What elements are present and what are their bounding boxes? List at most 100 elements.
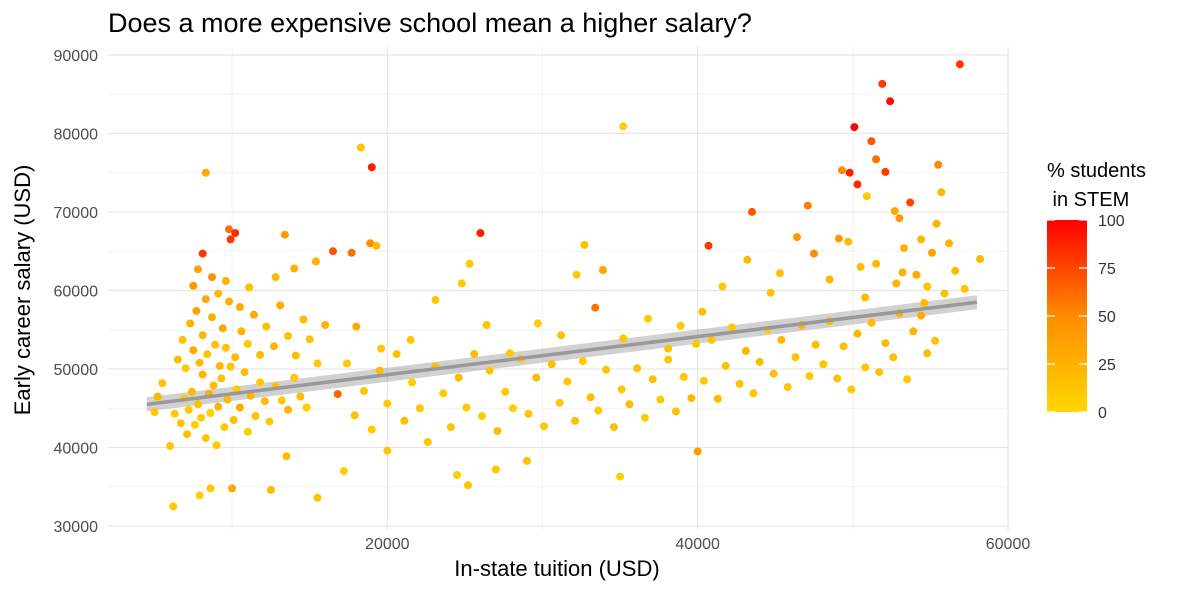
data-point (664, 355, 673, 364)
data-point (226, 362, 235, 371)
data-point (845, 168, 854, 177)
data-point (173, 355, 182, 364)
y-tick-label: 70000 (54, 205, 99, 222)
data-point (343, 359, 351, 368)
data-point (237, 327, 246, 336)
data-point (532, 373, 541, 382)
data-point (302, 403, 311, 412)
data-point (640, 413, 649, 422)
data-point (192, 306, 201, 315)
data-point (931, 336, 940, 345)
data-point (181, 364, 190, 373)
data-point (485, 366, 494, 375)
data-point (580, 240, 589, 249)
data-point (928, 248, 936, 257)
data-point (235, 303, 244, 311)
data-point (446, 423, 455, 432)
data-point (265, 417, 274, 426)
data-point (555, 398, 564, 407)
data-point (900, 244, 908, 253)
data-point (189, 281, 198, 290)
data-point (493, 427, 502, 435)
data-point (217, 374, 226, 383)
data-point (170, 409, 179, 418)
data-point (853, 180, 862, 189)
data-point (383, 446, 392, 455)
data-point (333, 390, 342, 399)
data-point (890, 207, 899, 216)
data-point (704, 241, 713, 250)
data-point (339, 467, 348, 476)
color-legend: % students in STEM 100 75 50 25 0 (1047, 160, 1146, 422)
data-point (501, 387, 510, 396)
data-point (976, 255, 985, 263)
data-point (225, 297, 233, 306)
data-point (313, 359, 322, 368)
data-point (839, 342, 848, 351)
data-point (895, 214, 904, 223)
data-point (218, 324, 227, 333)
data-point (208, 273, 216, 282)
data-point (214, 402, 223, 411)
data-point (249, 310, 258, 319)
data-point (889, 353, 898, 362)
data-point (727, 323, 736, 332)
data-point (206, 409, 215, 417)
data-point (609, 423, 618, 432)
data-point (743, 255, 752, 264)
data-point (225, 225, 233, 234)
data-point (262, 322, 271, 331)
data-point (875, 368, 884, 377)
data-point (256, 378, 265, 387)
data-point (406, 335, 415, 344)
data-point (184, 405, 193, 414)
data-point (671, 407, 680, 416)
data-point (235, 403, 244, 412)
data-point (619, 122, 628, 131)
data-point (718, 282, 727, 291)
data-point (917, 235, 926, 244)
data-point (923, 349, 932, 358)
data-point (356, 143, 365, 152)
data-point (476, 229, 485, 238)
x-tick-label: 60000 (986, 536, 1031, 553)
data-point (940, 289, 949, 298)
data-point (291, 351, 300, 360)
data-point (509, 404, 517, 413)
legend-tick-label: 75 (1098, 261, 1116, 278)
data-point (505, 349, 514, 358)
data-point (664, 344, 673, 353)
data-point (932, 219, 941, 228)
data-point (178, 335, 187, 344)
trend-line (146, 300, 978, 407)
data-point (183, 430, 192, 439)
data-point (211, 340, 220, 349)
data-point (805, 372, 814, 381)
legend-ticks: 100 75 50 25 0 (1047, 213, 1125, 422)
legend-tick-label: 25 (1098, 357, 1116, 374)
data-point (791, 353, 800, 362)
data-point (881, 167, 890, 176)
data-point (533, 319, 542, 328)
data-point (352, 322, 361, 331)
data-point (166, 442, 175, 450)
data-point (215, 361, 224, 370)
data-point (305, 335, 314, 344)
chart-title: Does a more expensive school mean a high… (108, 8, 752, 38)
data-point (408, 378, 417, 387)
data-point (194, 400, 202, 409)
data-point (920, 299, 929, 307)
data-point (803, 201, 812, 210)
x-axis-ticks: 20000 40000 60000 (365, 536, 1030, 553)
data-point (246, 391, 255, 400)
data-point (377, 344, 386, 353)
data-point (955, 60, 964, 69)
data-point (415, 404, 424, 413)
data-point (276, 301, 285, 310)
data-point (547, 360, 556, 369)
data-point (872, 259, 881, 268)
data-point (861, 293, 870, 302)
data-point (599, 266, 607, 274)
data-point (557, 331, 566, 340)
data-point (482, 321, 491, 329)
